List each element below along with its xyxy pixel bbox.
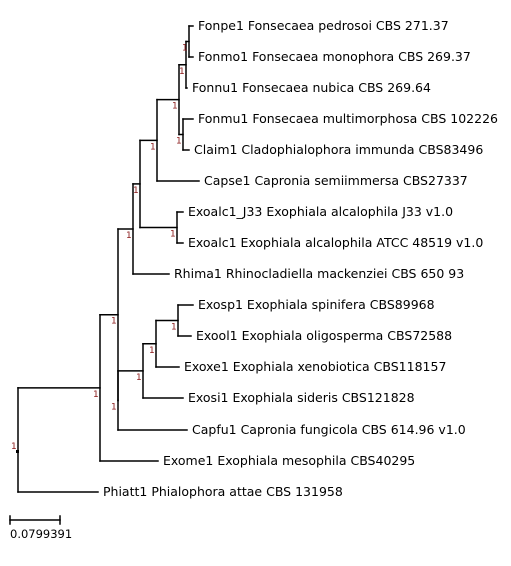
leaf-label-fonpe1: Fonpe1 Fonsecaea pedrosoi CBS 271.37: [198, 18, 449, 33]
support-values: 1 1 1 1 1 1 1 1 1 1 1 1 1 1 1: [11, 44, 188, 452]
support-value-node-a: 1: [182, 44, 188, 54]
root-marker: [16, 450, 19, 453]
leaf-label-exoalc1-j33: Exoalc1_J33 Exophiala alcalophila J33 v1…: [188, 204, 453, 219]
leaf-label-exosp1: Exosp1 Exophiala spinifera CBS89968: [198, 297, 435, 312]
support-value-node-m: 1: [111, 402, 117, 412]
support-value-node-e: 1: [150, 142, 156, 152]
leaf-label-exome1: Exome1 Exophiala mesophila CBS40295: [163, 453, 415, 468]
tree-branches: [17, 25, 200, 493]
leaf-labels: Fonpe1 Fonsecaea pedrosoi CBS 271.37 Fon…: [103, 18, 498, 499]
support-value-node-h: 1: [126, 231, 132, 241]
leaf-label-fonnu1: Fonnu1 Fonsecaea nubica CBS 269.64: [192, 80, 431, 95]
support-value-node-c: 1: [176, 137, 182, 147]
support-value-node-f: 1: [170, 230, 176, 240]
support-value-node-d: 1: [172, 102, 178, 112]
support-value-node-o: 1: [93, 390, 99, 400]
leaf-label-exool1: Exool1 Exophiala oligosperma CBS72588: [196, 328, 452, 343]
leaf-label-exoxe1: Exoxe1 Exophiala xenobiotica CBS118157: [184, 359, 446, 374]
leaf-label-exosi1: Exosi1 Exophiala sideris CBS121828: [188, 390, 415, 405]
leaf-label-capse1: Capse1 Capronia semiimmersa CBS27337: [204, 173, 468, 188]
leaf-label-exoalc1: Exoalc1 Exophiala alcalophila ATCC 48519…: [188, 235, 483, 250]
scale-bar: 0.0799391: [9, 515, 72, 541]
support-value-node-j: 1: [149, 346, 155, 356]
support-value-node-b: 1: [179, 67, 185, 77]
leaf-label-fonmu1: Fonmu1 Fonsecaea multimorphosa CBS 10222…: [198, 111, 498, 126]
leaf-label-claim1: Claim1 Cladophialophora immunda CBS83496: [194, 142, 483, 157]
leaf-label-phiatt1: Phiatt1 Phialophora attae CBS 131958: [103, 484, 343, 499]
leaf-label-capfu1: Capfu1 Capronia fungicola CBS 614.96 v1.…: [192, 422, 466, 437]
leaf-label-fonmo1: Fonmo1 Fonsecaea monophora CBS 269.37: [198, 49, 471, 64]
support-value-node-r: 1: [11, 442, 17, 452]
support-value-node-n: 1: [111, 317, 117, 327]
support-value-node-i: 1: [171, 323, 177, 333]
support-value-node-k: 1: [136, 373, 142, 383]
leaf-label-rhima1: Rhima1 Rhinocladiella mackenziei CBS 650…: [174, 266, 464, 281]
scale-bar-label: 0.0799391: [10, 527, 72, 541]
support-value-node-g: 1: [133, 186, 139, 196]
